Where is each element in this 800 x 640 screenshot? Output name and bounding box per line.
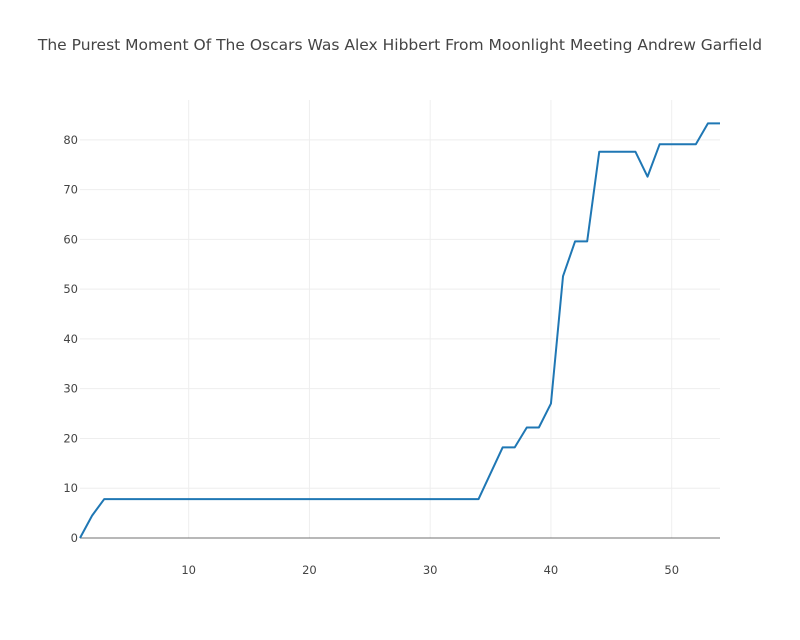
y-tick-label: 20 (63, 431, 78, 445)
chart-title: The Purest Moment Of The Oscars Was Alex… (37, 36, 762, 54)
y-tick-label: 70 (63, 183, 78, 197)
y-tick-label: 50 (63, 282, 78, 296)
series-layer (79, 122, 720, 539)
y-tick-label: 10 (63, 481, 78, 495)
y-tick-label: 40 (63, 332, 78, 346)
x-tick-label: 40 (544, 563, 559, 577)
series-line (79, 122, 720, 539)
axis-ticks: 10 20 30 40 50 0 10 20 30 40 50 60 70 80 (63, 133, 720, 577)
y-tick-label: 60 (63, 232, 78, 246)
y-tick-label: 30 (63, 382, 78, 396)
x-tick-label: 20 (302, 563, 317, 577)
x-tick-label: 10 (181, 563, 196, 577)
x-tick-label: 50 (664, 563, 679, 577)
y-tick-label: 0 (71, 531, 78, 545)
y-tick-label: 80 (63, 133, 78, 147)
x-tick-label: 30 (423, 563, 438, 577)
grid-lines (80, 100, 720, 538)
